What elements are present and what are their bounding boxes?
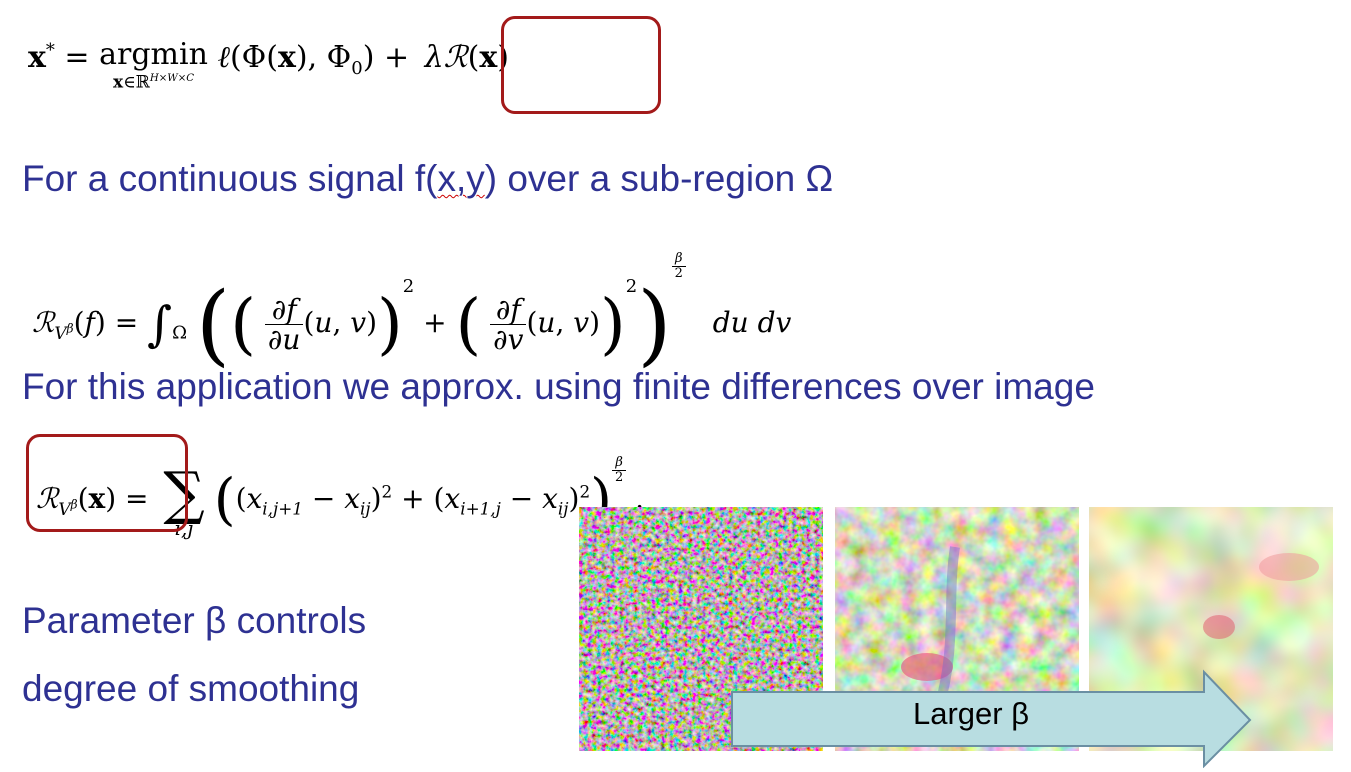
larger-beta-label: Larger β xyxy=(913,696,1030,731)
argmin-operator: argmin x∈ℝH×W×C xyxy=(99,37,208,93)
larger-beta-arrow xyxy=(731,669,1252,768)
continuous-signal-text: For a continuous signal f(x,y) over a su… xyxy=(22,158,834,199)
finite-differences-text: For this application we approx. using fi… xyxy=(22,366,1095,407)
regularizer-term: λℛ(x) xyxy=(424,40,509,75)
objective-lhs: x* = xyxy=(28,40,90,75)
regularizer-highlight-box xyxy=(501,16,661,114)
objective-equation: x* = argmin x∈ℝH×W×C ℓ(Φ(x), Φ0) + λℛ(x) xyxy=(28,40,509,92)
loss-term: ℓ(Φ(x), Φ0) + xyxy=(217,40,410,79)
discrete-tv-equation: ℛVβ(x) = ∑ i,j ((xi,j+1 − xij)2 + (xi+1,j… xyxy=(36,454,645,540)
xy-misspelling-underline: x,y xyxy=(437,158,485,199)
discrete-regularizer-highlight-box xyxy=(26,434,188,532)
parameter-text-line1: Parameter β controls xyxy=(22,600,367,641)
continuous-tv-equation: ℛVβ(f) = ∫Ω (( ∂f ∂u (u, v))2 + ( ∂f ∂v (u, … xyxy=(32,250,792,376)
parameter-text-line2: degree of smoothing xyxy=(22,668,360,709)
